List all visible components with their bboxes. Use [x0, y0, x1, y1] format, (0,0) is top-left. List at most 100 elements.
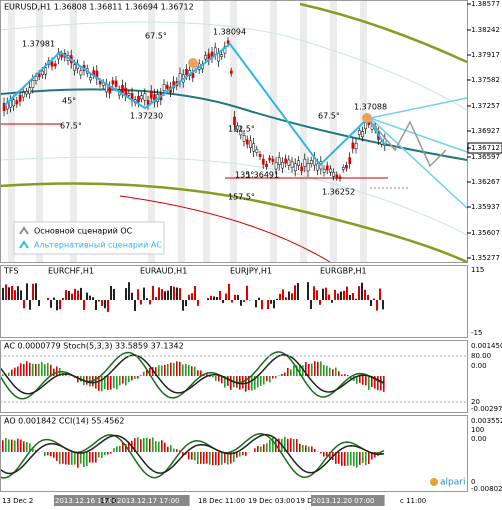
histogram-bar [170, 445, 172, 452]
histogram-bar [152, 437, 154, 452]
tfs-bar [319, 300, 321, 305]
legend-label: Альтернативный сценарий АС [34, 241, 162, 250]
main-scenario [367, 117, 447, 168]
histogram-bar [338, 452, 340, 464]
histogram-bar [350, 376, 352, 381]
tfs-bar [267, 300, 269, 310]
tfs-bar [128, 282, 130, 300]
tfs-bar [343, 290, 345, 300]
candle-body [258, 153, 262, 157]
tfs-bar [86, 292, 88, 300]
histogram-bar [365, 376, 367, 386]
candle-body [44, 67, 48, 75]
time-highlight [311, 495, 385, 506]
histogram-bar [374, 452, 376, 458]
candle-body [290, 161, 294, 168]
tfs-bar [80, 287, 82, 300]
tfs-bar [56, 300, 58, 311]
histogram-bar [86, 452, 88, 467]
histogram-bar [116, 446, 118, 452]
candle-body [357, 130, 361, 135]
tfs-bar [370, 300, 372, 307]
tfs-bar [98, 300, 100, 302]
tfs-bar [77, 290, 79, 300]
time-label: 13 Dec 2 [2, 497, 33, 505]
tfs-bar [65, 290, 67, 300]
histogram-bar [287, 438, 289, 452]
histogram-bar [245, 452, 247, 456]
time-label: 19 Dec 03:00 [248, 497, 295, 505]
histogram-bar [200, 370, 202, 376]
candle-body [287, 159, 291, 166]
tfs-bar [125, 288, 127, 300]
tfs-bar [17, 286, 19, 300]
histogram-bar [365, 452, 367, 466]
annotation: 67.5° [318, 112, 340, 121]
histogram-bar [272, 437, 274, 452]
tfs-bar [11, 286, 13, 300]
tfs-bar [47, 297, 49, 300]
tfs-bar [164, 291, 166, 300]
histogram-bar [101, 376, 103, 392]
candle-body [229, 70, 233, 74]
histogram-bar [221, 452, 223, 465]
histogram-bar [356, 376, 358, 384]
tfs-bar [185, 300, 187, 307]
tfs-bar [322, 288, 324, 300]
candle-body [303, 158, 307, 167]
tfs-bar [38, 300, 40, 307]
price-label: 1.36712 [471, 144, 500, 152]
tfs-bar [349, 294, 351, 300]
histogram-bar [26, 361, 28, 376]
histogram-bar [251, 376, 253, 391]
candle-body [261, 158, 265, 165]
tfs-bar [258, 297, 260, 300]
histogram-bar [188, 364, 190, 376]
tfs-bar [285, 297, 287, 300]
tfs-bar [310, 300, 312, 309]
tfs-bar [170, 286, 172, 300]
tfs-bar [107, 300, 109, 312]
histogram-bar [218, 452, 220, 466]
histogram-bar [341, 452, 343, 466]
tfs-bar [101, 300, 103, 306]
histogram-bar [347, 375, 349, 376]
histogram-bar [323, 452, 325, 457]
price-label: 1.35937 [471, 203, 500, 211]
histogram-bar [29, 362, 31, 376]
tfs-bar [32, 283, 34, 300]
candle-body [281, 161, 284, 169]
time-label: 2013.12.20 07:00 [312, 497, 374, 505]
histogram-bar [191, 452, 193, 460]
subwindows: TFS EURCHF,H1 EURAUD,H1 EURJPY,H1 EURGBP,H1 1… [0, 266, 502, 493]
candle-body [309, 160, 313, 165]
histogram-bar [200, 452, 202, 464]
price-label: 1.37582 [471, 76, 500, 84]
histogram-bar [203, 452, 205, 464]
tfs-bar [35, 283, 37, 300]
histogram-bar [128, 442, 130, 452]
panel-axis: 115 [471, 266, 484, 274]
tfs-bar [140, 300, 142, 305]
price-label: 1.35277 [471, 254, 500, 262]
candle-body [271, 158, 275, 162]
histogram-bar [197, 452, 199, 464]
histogram-bar [317, 361, 319, 376]
price-label: 1.36597 [471, 153, 500, 161]
indicator-lines [0, 2, 468, 264]
histogram-bar [269, 376, 271, 383]
tfs-bar [222, 300, 224, 304]
histogram-bar [281, 374, 283, 376]
candle-body [322, 168, 326, 173]
histogram-bar [149, 438, 151, 452]
candle-body [217, 53, 220, 62]
price-label: 1.38242 [471, 26, 500, 34]
histogram-bar [278, 438, 280, 452]
histogram-bar [257, 376, 259, 388]
tfs-bar [382, 300, 384, 310]
histogram-bar [14, 367, 16, 376]
legend-icon [19, 240, 29, 249]
tfs-bar [146, 298, 148, 300]
tfs-bar [328, 294, 330, 300]
histogram-bar [44, 452, 46, 457]
